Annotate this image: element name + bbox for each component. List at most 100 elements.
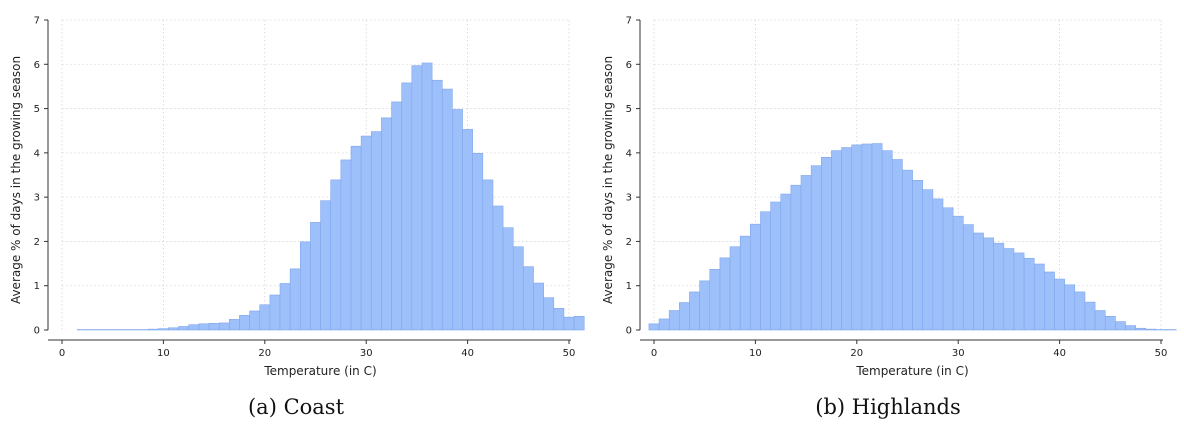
y-tick-label: 7 xyxy=(34,16,40,27)
histogram-bar xyxy=(973,232,984,331)
caption-coast: (a) Coast xyxy=(247,395,345,419)
histogram-bar xyxy=(729,246,741,331)
y-tick-label: 4 xyxy=(626,148,632,159)
histogram-bar xyxy=(178,326,190,331)
histogram-bar xyxy=(1145,328,1157,331)
histogram-bar xyxy=(401,82,413,331)
x-tick-label: 0 xyxy=(651,348,657,359)
histogram-bar xyxy=(279,283,291,331)
histogram-bar xyxy=(198,323,210,331)
y-tick-label: 5 xyxy=(626,104,632,115)
histogram-bar xyxy=(902,169,913,331)
histogram-bar xyxy=(441,88,453,331)
histogram-bar xyxy=(289,268,301,331)
x-tick-label: 0 xyxy=(59,348,65,359)
histogram-bar xyxy=(739,235,751,331)
histogram-bar xyxy=(1054,278,1065,331)
histogram-bar xyxy=(1104,315,1116,331)
histogram-bar xyxy=(983,237,994,331)
x-tick-label: 40 xyxy=(1053,348,1066,359)
histogram-bar xyxy=(421,62,433,331)
histogram-bar xyxy=(218,322,230,331)
x-tick-label: 50 xyxy=(563,348,576,359)
histogram-bar xyxy=(208,323,220,331)
histogram-bar xyxy=(462,129,473,331)
histogram-bar xyxy=(750,223,761,331)
histogram-bar xyxy=(932,198,944,331)
histogram-bar xyxy=(259,304,271,331)
histogram-bar xyxy=(310,222,321,331)
histogram-bar xyxy=(512,246,524,331)
histogram-bar xyxy=(492,205,504,331)
histogram-bar xyxy=(533,282,544,331)
histogram-bar xyxy=(340,159,352,331)
x-tick-label: 50 xyxy=(1155,348,1168,359)
x-tick-label: 20 xyxy=(850,348,863,359)
x-tick-label: 20 xyxy=(258,348,271,359)
histogram-bar xyxy=(810,165,822,331)
histogram-bar xyxy=(249,310,261,331)
histogram-bar xyxy=(563,316,575,331)
histogram-bar xyxy=(841,147,853,331)
histogram-bar xyxy=(168,327,179,331)
histogram-bar xyxy=(1094,310,1106,331)
histogram-bar xyxy=(861,143,873,331)
x-tick-label: 10 xyxy=(157,348,170,359)
histogram-bar xyxy=(452,109,463,331)
x-axis-title: Temperature (in C) xyxy=(855,364,968,378)
histogram-bar xyxy=(299,241,311,331)
histogram-bar xyxy=(699,280,711,331)
y-tick-label: 0 xyxy=(34,326,40,337)
y-tick-label: 3 xyxy=(34,193,40,204)
histogram-bar xyxy=(689,291,700,331)
histogram-bar xyxy=(942,207,954,331)
histogram-bar xyxy=(350,145,362,331)
histogram-bar xyxy=(719,257,731,331)
caption-highlands: (b) Highlands xyxy=(815,395,961,419)
histogram-bar xyxy=(1115,321,1126,331)
histogram-bar xyxy=(871,143,883,331)
y-axis-title: Average % of days in the growing season xyxy=(601,56,615,304)
histogram-bar xyxy=(831,150,842,331)
histogram-bar xyxy=(269,294,281,331)
x-axis-title: Temperature (in C) xyxy=(263,364,376,378)
histogram-bar xyxy=(188,324,200,331)
histogram-bar xyxy=(320,200,332,331)
chart-panel-highlands: 0 10 20 30 40 50 0 1 2 3 4 5 6 7 Temperature (in C) Ave… xyxy=(592,0,1184,440)
histogram-bar xyxy=(370,131,382,331)
histogram-bar xyxy=(1033,263,1045,331)
x-tick-label: 10 xyxy=(749,348,762,359)
histogram-bar xyxy=(1023,257,1035,331)
histogram-bar xyxy=(658,318,670,331)
histogram-bar xyxy=(523,266,534,331)
histogram-bar xyxy=(239,315,250,331)
histogram-bar xyxy=(1013,252,1025,331)
histogram-bar xyxy=(780,193,792,331)
histogram-bar xyxy=(760,211,771,331)
y-tick-label: 6 xyxy=(626,60,632,71)
histogram-bar xyxy=(1044,271,1055,331)
histogram-bar xyxy=(790,184,802,331)
histogram-bar xyxy=(573,315,585,331)
histogram-bar xyxy=(1084,301,1096,331)
y-tick-label: 2 xyxy=(34,237,40,248)
histogram-bar xyxy=(922,189,934,331)
histogram-bar xyxy=(821,156,832,331)
histogram-bar xyxy=(482,179,494,331)
histogram-bar xyxy=(1125,325,1136,331)
y-tick-label: 3 xyxy=(626,193,632,204)
histogram-bar xyxy=(147,328,159,331)
histogram-bar xyxy=(360,135,372,331)
histogram-coast: 0 10 20 30 40 50 0 1 2 3 4 5 6 7 Temperature (in C) Ave… xyxy=(9,16,585,378)
histogram-bar xyxy=(1135,327,1147,331)
histogram-bar xyxy=(502,227,514,331)
histogram-bar xyxy=(229,319,240,331)
histogram-bar xyxy=(648,323,660,331)
histogram-bar xyxy=(881,150,893,331)
histogram-bar xyxy=(1003,248,1015,331)
histogram-bar xyxy=(330,179,342,331)
histogram-bar xyxy=(962,224,974,331)
histogram-bar xyxy=(411,65,423,331)
histogram-bar xyxy=(1064,284,1076,331)
y-tick-label: 6 xyxy=(34,60,40,71)
